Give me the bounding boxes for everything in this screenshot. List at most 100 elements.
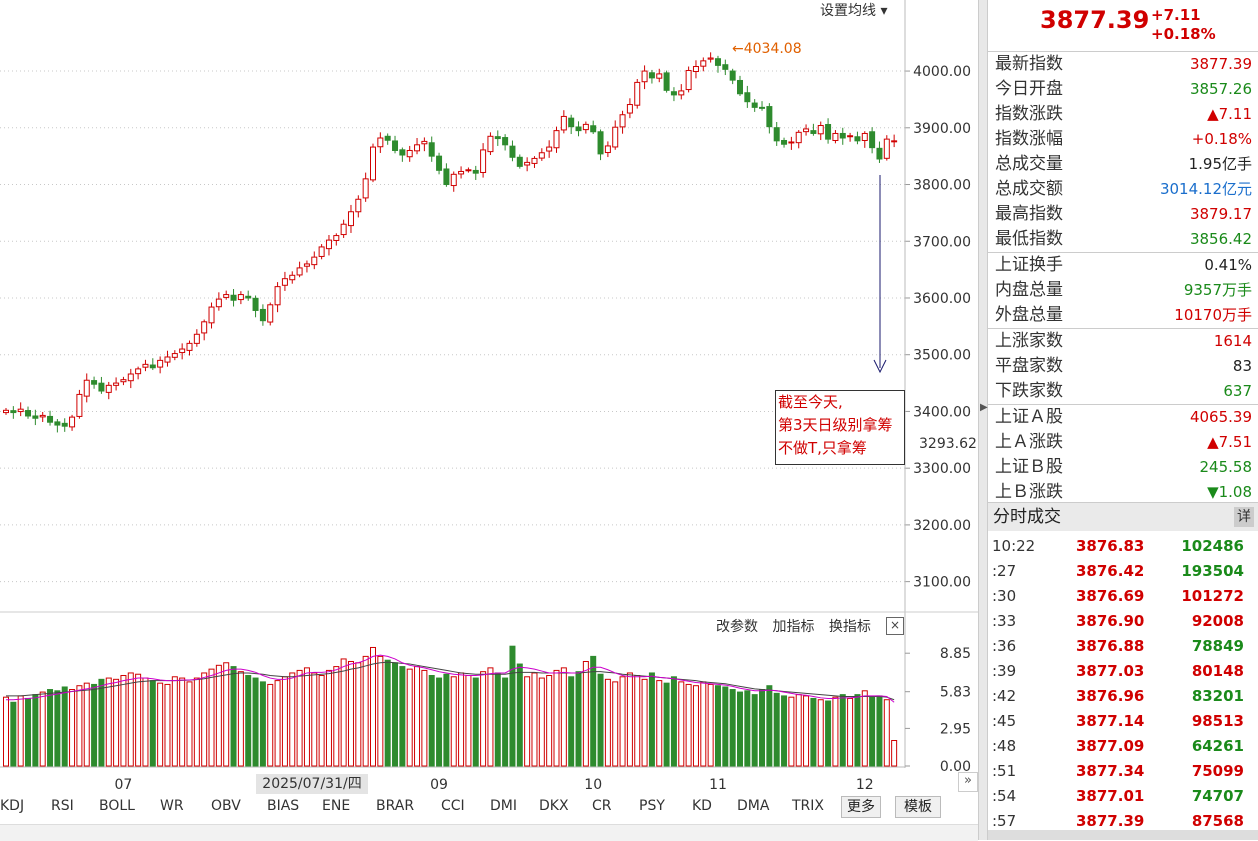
indicator-tab-cr[interactable]: CR: [592, 798, 612, 814]
collapse-arrow-icon[interactable]: ▶: [980, 402, 988, 413]
note-line-1: 截至今天,: [778, 393, 843, 411]
volume-bar: [436, 677, 443, 767]
candle-body: [516, 156, 523, 167]
volume-bar: [171, 676, 178, 767]
candle-body: [612, 126, 619, 148]
indicator-tab-psy[interactable]: PSY: [639, 798, 665, 814]
volume-bar: [414, 666, 421, 767]
price-tick-label: 3700.00: [913, 234, 971, 250]
candle-body: [590, 125, 597, 133]
price-change: +7.11 +0.18%: [1151, 6, 1216, 44]
tick-row: :39 3877.03 80148: [988, 659, 1258, 684]
volume-bar: [788, 696, 795, 767]
indicator-tab-ene[interactable]: ENE: [322, 798, 351, 814]
quote-row-label: 最新指数: [995, 54, 1063, 74]
quote-row-value: 10170万手: [1174, 306, 1252, 324]
quote-row-value: 637: [1223, 382, 1252, 400]
indicator-tab-obv[interactable]: OBV: [211, 798, 241, 814]
candle-body: [744, 92, 751, 103]
indicator-tab-brar[interactable]: BRAR: [376, 798, 415, 814]
candle-body: [509, 145, 516, 158]
tick-volume: 80148: [1191, 662, 1244, 680]
tick-price: 3877.03: [1076, 662, 1145, 680]
indicator-tab-boll[interactable]: BOLL: [99, 798, 135, 814]
candle-body: [223, 294, 230, 298]
panel-bottom-tabs[interactable]: [988, 830, 1258, 840]
candle-body: [876, 147, 883, 160]
candle-body: [274, 286, 281, 306]
indicator-tab-trix[interactable]: TRIX: [792, 798, 824, 814]
volume-bar: [61, 686, 68, 767]
switch-indicator-button[interactable]: 换指标: [828, 619, 871, 635]
indicator-tab-kdj[interactable]: KDJ: [0, 798, 25, 814]
candle-body: [700, 60, 707, 67]
indicator-tab-dkx[interactable]: DKX: [539, 798, 569, 814]
volume-bar: [480, 671, 487, 767]
tick-time: :27: [992, 562, 1017, 580]
candle-body: [406, 149, 413, 158]
indicator-tab-wr[interactable]: WR: [160, 798, 184, 814]
template-button[interactable]: 模板: [895, 796, 941, 818]
price-tick-label: 3800.00: [913, 178, 971, 194]
quote-row-label: 上涨家数: [995, 331, 1063, 351]
volume-bar: [259, 681, 266, 767]
quote-row-label: 上证Ａ股: [995, 407, 1063, 427]
more-button[interactable]: 更多: [841, 796, 881, 818]
volume-bar: [524, 676, 531, 767]
quote-row: 内盘总量 9357万手: [988, 278, 1258, 303]
candle-body: [714, 58, 721, 66]
volume-bar: [340, 658, 347, 767]
volume-bar: [105, 677, 112, 767]
volume-bar: [127, 672, 134, 767]
volume-bar: [759, 689, 766, 767]
peak-label: ←4034.08: [732, 41, 802, 57]
edit-params-button[interactable]: 改参数: [716, 619, 758, 635]
candle-body: [450, 173, 457, 187]
candle-body: [678, 90, 685, 96]
volume-bar: [773, 692, 780, 767]
indicator-tab-dma[interactable]: DMA: [737, 798, 770, 814]
quote-row-value: 3857.26: [1189, 80, 1252, 98]
tick-volume: 83201: [1191, 687, 1244, 705]
volume-bar: [450, 676, 457, 767]
volume-bar: [560, 667, 567, 767]
volume-bar: [201, 672, 208, 767]
quote-row-value: 4065.39: [1189, 408, 1252, 426]
candle-body: [259, 308, 266, 322]
add-indicator-button[interactable]: 加指标: [772, 619, 815, 635]
tick-row: :54 3877.01 74707: [988, 784, 1258, 809]
quote-row-value: 3877.39: [1189, 55, 1252, 73]
tick-time: :42: [992, 687, 1017, 705]
volume-bar: [626, 672, 633, 767]
candle-body: [729, 70, 736, 81]
tick-price: 3877.34: [1076, 762, 1145, 780]
tick-time: :39: [992, 662, 1017, 680]
candle-body: [560, 115, 567, 131]
close-icon[interactable]: ×: [886, 617, 904, 635]
indicator-tab-rsi[interactable]: RSI: [51, 798, 74, 814]
indicator-tab-bias[interactable]: BIAS: [267, 798, 300, 814]
indicator-tab-dmi[interactable]: DMI: [490, 798, 517, 814]
expand-right-icon[interactable]: »: [958, 772, 978, 792]
quote-row-label: 指数涨幅: [995, 129, 1063, 149]
note-line-3: 不做T,只拿筹: [778, 439, 867, 457]
ticks-detail-button[interactable]: 详: [1234, 507, 1254, 527]
panel-divider[interactable]: ▶: [978, 0, 988, 840]
ma-settings-menu[interactable]: 设置均线 ▾: [820, 0, 887, 20]
volume-bar: [883, 699, 890, 767]
volume-bar: [832, 696, 839, 767]
candle-body: [157, 359, 164, 368]
indicator-tab-kd[interactable]: KD: [692, 798, 712, 814]
quote-row: 指数涨幅 +0.18%: [988, 127, 1258, 152]
candle-body: [634, 81, 641, 106]
quote-row-label: 总成交额: [995, 179, 1063, 199]
candle-body: [333, 235, 340, 241]
indicator-tab-cci[interactable]: CCI: [441, 798, 465, 814]
quote-row-value: 0.41%: [1204, 256, 1252, 274]
quote-row-value: ▼1.08: [1207, 483, 1252, 501]
quote-row: 最低指数 3856.42: [988, 227, 1258, 252]
tick-time: :33: [992, 612, 1017, 630]
volume-bar: [891, 740, 898, 767]
candle-body: [25, 410, 32, 417]
candle-body: [179, 348, 186, 354]
